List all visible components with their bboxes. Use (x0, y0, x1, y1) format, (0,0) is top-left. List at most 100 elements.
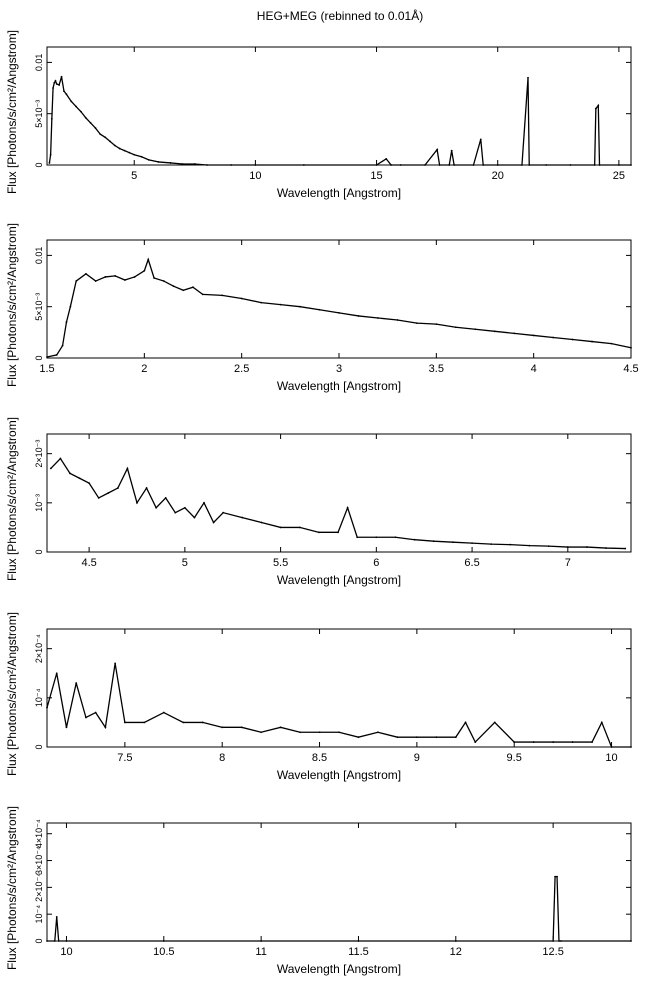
data-point (107, 492, 110, 494)
data-point (55, 915, 58, 918)
data-point (390, 164, 392, 166)
data-point (298, 526, 301, 529)
data-point (356, 536, 359, 539)
data-point (438, 164, 441, 166)
data-point (99, 133, 102, 136)
data-point (598, 164, 601, 166)
data-point (509, 543, 512, 546)
data-point (164, 497, 167, 499)
y-tick-label: 4×10⁻⁴ (34, 819, 44, 848)
series-line (46, 663, 631, 748)
data-point (299, 305, 301, 308)
data-point (181, 163, 184, 165)
data-point (65, 940, 68, 942)
data-point (630, 940, 632, 942)
data-point (155, 506, 158, 509)
data-point (97, 497, 100, 499)
data-point (482, 164, 485, 166)
data-point (52, 87, 54, 89)
data-point (84, 116, 87, 119)
data-point (55, 83, 58, 85)
data-point (104, 136, 107, 139)
y-axis-label: Flux [Photons/s/cm²/Angstrom] (5, 612, 19, 776)
data-point (346, 506, 349, 509)
data-point (75, 280, 78, 282)
data-point (114, 275, 117, 277)
data-point (85, 716, 87, 719)
x-tick-label: 12 (450, 946, 462, 958)
data-point (94, 280, 97, 282)
data-point (558, 940, 560, 942)
data-point (357, 315, 360, 317)
data-point (617, 164, 620, 166)
data-point (597, 104, 600, 107)
plot-frame (46, 239, 632, 359)
data-point (65, 93, 68, 96)
data-point (147, 258, 150, 261)
data-point (109, 140, 111, 143)
data-point (55, 354, 58, 356)
data-point (59, 457, 62, 460)
data-point (113, 144, 116, 147)
data-point (532, 334, 535, 337)
data-point (222, 511, 225, 514)
data-point (610, 342, 613, 345)
x-tick-label: 5 (131, 170, 137, 182)
data-point (85, 272, 87, 275)
x-tick-label: 4.5 (81, 557, 96, 569)
x-tick-label: 5 (182, 557, 188, 569)
data-point (143, 721, 146, 724)
data-point (212, 521, 215, 524)
data-point (240, 726, 243, 729)
data-point (415, 736, 418, 739)
x-tick-label: 8.5 (312, 752, 327, 764)
data-point (116, 487, 119, 489)
data-point (532, 741, 535, 743)
data-point (89, 122, 92, 124)
data-point (357, 940, 360, 942)
data-point (399, 164, 402, 166)
data-point (94, 127, 97, 129)
data-point (75, 105, 77, 108)
x-axis-label: Wavelength [Angstrom] (277, 768, 401, 782)
data-point (586, 546, 588, 548)
data-point (413, 538, 416, 541)
data-point (424, 164, 426, 166)
plot-frame (46, 628, 632, 748)
data-point (169, 162, 172, 164)
x-tick-label: 7 (565, 557, 571, 569)
figure-title: HEG+MEG (rebinned to 0.01Å) (256, 9, 424, 23)
data-point (436, 148, 439, 151)
data-point (377, 317, 379, 319)
x-tick-label: 11.5 (348, 946, 369, 958)
data-point (474, 741, 477, 743)
data-point (624, 547, 627, 550)
data-point (528, 164, 531, 166)
data-point (126, 467, 129, 470)
x-tick-label: 6 (373, 557, 379, 569)
data-point (556, 875, 558, 878)
data-point (254, 164, 257, 166)
data-point (136, 501, 138, 504)
data-point (118, 147, 121, 150)
data-point (193, 163, 196, 165)
data-point (435, 736, 438, 739)
series-line (47, 875, 631, 942)
data-point (552, 741, 555, 743)
x-tick-label: 5.5 (273, 557, 288, 569)
data-point (479, 138, 482, 141)
data-point (471, 542, 473, 545)
x-tick-label: 3.5 (429, 363, 444, 375)
data-point (415, 322, 418, 325)
y-tick-label: 2×10⁻⁴ (34, 634, 44, 663)
data-point (49, 153, 52, 156)
y-tick-label: 10⁻⁴ (34, 688, 44, 707)
y-tick-label: 0.01 (34, 247, 44, 265)
data-point (448, 164, 451, 166)
data-point (630, 346, 632, 349)
data-point (591, 741, 593, 743)
data-point (375, 164, 378, 166)
plot-frame (46, 46, 632, 166)
x-tick-label: 4.5 (623, 363, 638, 375)
x-tick-label: 25 (613, 170, 625, 182)
